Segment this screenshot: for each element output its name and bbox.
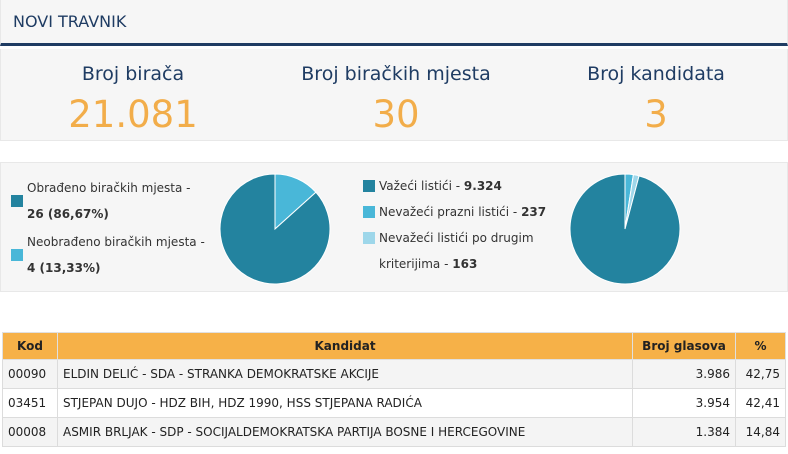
ballots-pie-chart	[569, 173, 681, 285]
cell-code: 00008	[2, 417, 58, 447]
stats-panel: Broj birača 21.081 Broj biračkih mjesta …	[0, 49, 788, 141]
stat-candidates: Broj kandidata 3	[556, 49, 756, 141]
legend-swatch-invalid-other	[363, 232, 375, 244]
polling-legend: Obrađeno biračkih mjesta - 26 (86,67%) N…	[11, 175, 206, 283]
table-header-row: Kod Kandidat Broj glasova %	[2, 332, 787, 360]
legend-swatch-invalid-blank	[363, 206, 375, 218]
stat-polling-stations-value: 30	[372, 93, 420, 136]
ballots-legend: Važeći listići - 9.324 Nevažeći prazni l…	[363, 173, 563, 277]
pie-slice-processed[interactable]	[219, 173, 331, 285]
cell-percent: 14,84	[734, 417, 787, 447]
charts-panel: Obrađeno biračkih mjesta - 26 (86,67%) N…	[0, 162, 788, 292]
cell-code: 00090	[2, 359, 58, 389]
legend-item-invalid-blank: Nevažeći prazni listići - 237	[363, 199, 563, 225]
col-header-code[interactable]: Kod	[2, 332, 58, 360]
legend-item-processed: Obrađeno biračkih mjesta - 26 (86,67%)	[11, 175, 206, 227]
legend-unprocessed-text: Neobrađeno biračkih mjesta -	[27, 235, 205, 249]
results-table: Kod Kandidat Broj glasova % 00090 ELDIN …	[2, 332, 787, 447]
stat-polling-stations: Broj biračkih mjesta 30	[266, 49, 526, 141]
stat-polling-stations-label: Broj biračkih mjesta	[301, 63, 491, 85]
stat-candidates-label: Broj kandidata	[587, 63, 725, 85]
stat-voters-label: Broj birača	[81, 63, 185, 85]
legend-valid-value: 9.324	[463, 179, 502, 193]
table-row: 00090 ELDIN DELIĆ - SDA - STRANKA DEMOKR…	[2, 359, 787, 389]
legend-unprocessed-value: 4 (13,33%)	[27, 261, 101, 275]
cell-candidate: ELDIN DELIĆ - SDA - STRANKA DEMOKRATSKE …	[56, 359, 634, 389]
col-header-percent[interactable]: %	[734, 332, 787, 360]
page-header: NOVI TRAVNIK	[0, 0, 788, 46]
legend-swatch-unprocessed	[11, 249, 23, 261]
cell-votes: 1.384	[632, 417, 736, 447]
legend-invalid-other-value: 163	[452, 257, 478, 271]
cell-candidate: ASMIR BRLJAK - SDP - SOCIJALDEMOKRATSKA …	[56, 417, 634, 447]
legend-invalid-blank-text: Nevažeći prazni listići -	[379, 205, 518, 219]
cell-votes: 3.954	[632, 388, 736, 418]
legend-invalid-blank-value: 237	[521, 205, 547, 219]
polling-pie-chart	[219, 173, 331, 285]
cell-percent: 42,75	[734, 359, 787, 389]
cell-candidate: STJEPAN DUJO - HDZ BIH, HDZ 1990, HSS ST…	[56, 388, 634, 418]
legend-processed-text: Obrađeno biračkih mjesta -	[27, 181, 191, 195]
legend-item-valid: Važeći listići - 9.324	[363, 173, 563, 199]
cell-votes: 3.986	[632, 359, 736, 389]
stat-candidates-value: 3	[644, 93, 668, 136]
col-header-candidate[interactable]: Kandidat	[56, 332, 634, 360]
page-title: NOVI TRAVNIK	[13, 12, 127, 31]
legend-valid-text: Važeći listići -	[379, 179, 461, 193]
pie-slice-valid[interactable]	[569, 173, 681, 285]
cell-code: 03451	[2, 388, 58, 418]
table-row: 03451 STJEPAN DUJO - HDZ BIH, HDZ 1990, …	[2, 388, 787, 418]
cell-percent: 42,41	[734, 388, 787, 418]
legend-swatch-processed	[11, 195, 23, 207]
legend-processed-value: 26 (86,67%)	[27, 207, 109, 221]
legend-item-unprocessed: Neobrađeno biračkih mjesta - 4 (13,33%)	[11, 229, 206, 281]
table-row: 00008 ASMIR BRLJAK - SDP - SOCIJALDEMOKR…	[2, 417, 787, 447]
legend-item-invalid-other: Nevažeći listići po drugim kriterijima -…	[363, 225, 538, 277]
col-header-votes[interactable]: Broj glasova	[632, 332, 736, 360]
legend-swatch-valid	[363, 180, 375, 192]
stat-voters-value: 21.081	[68, 93, 198, 136]
stat-voters: Broj birača 21.081	[33, 49, 233, 141]
legend-invalid-other-text: Nevažeći listići po drugim kriterijima -	[379, 231, 534, 271]
